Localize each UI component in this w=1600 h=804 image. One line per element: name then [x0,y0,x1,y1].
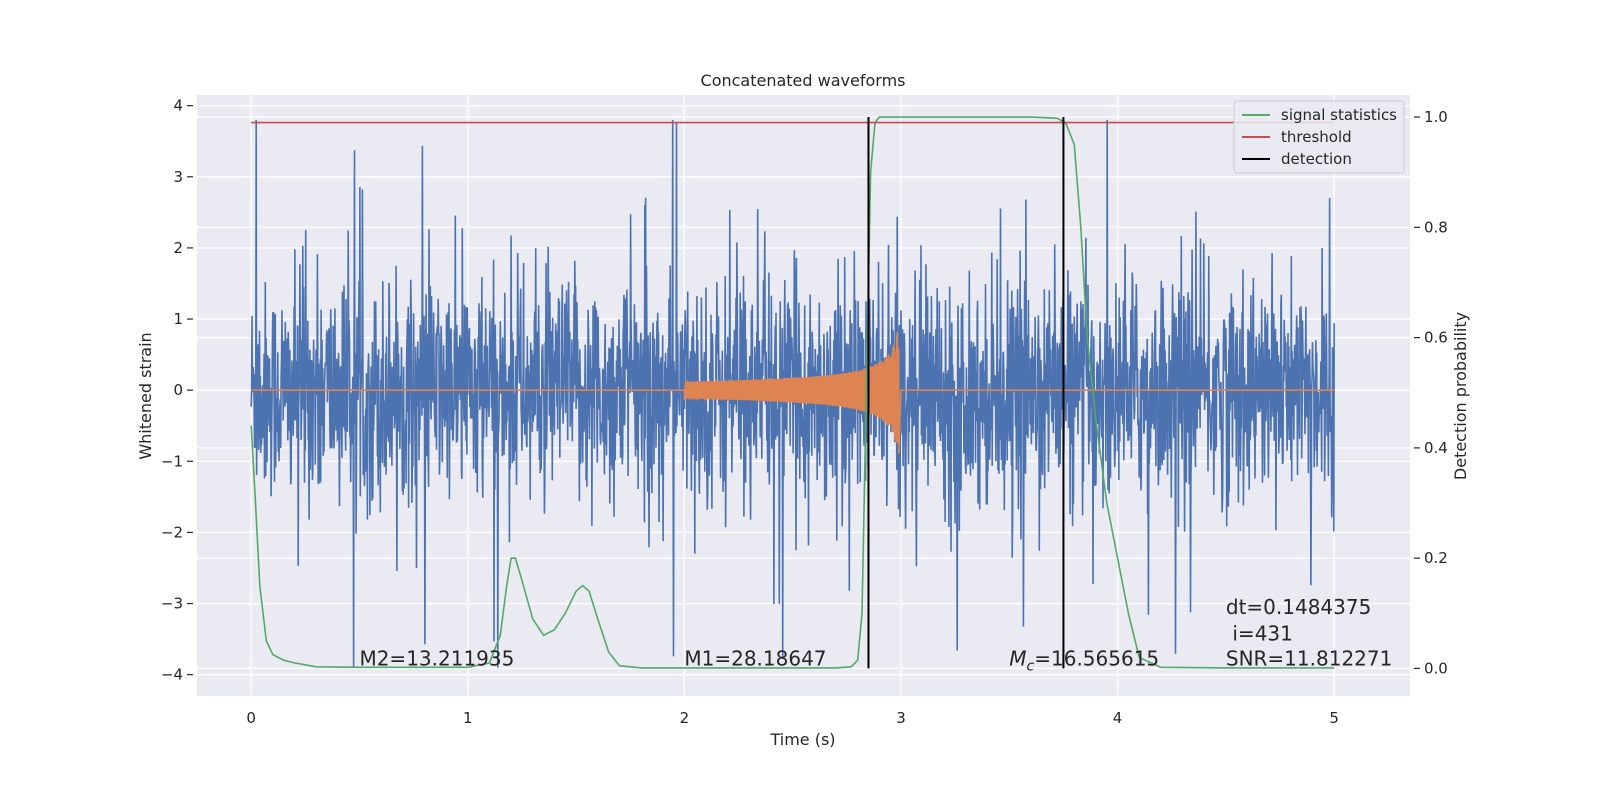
annotation-text: M1=28.18647 [684,646,826,670]
annotation-text: dt=0.1484375 [1226,595,1371,619]
legend-label: detection [1281,150,1352,168]
y-tick-label: 0 [173,381,183,399]
right-tick-label: 0.2 [1424,549,1448,567]
annotation-value: =16.565615 [1034,646,1159,670]
right-tick-label: 0.0 [1424,659,1448,677]
right-tick-label: 0.6 [1424,329,1448,347]
y-tick-label: −3 [161,595,183,613]
annotations: M2=13.211935 M1=28.18647 Mc=16.565615 dt=0.… [359,595,1392,674]
data-layer [250,116,1335,669]
annotation-text: Mc=16.565615 [1009,646,1159,674]
legend-label: signal statistics [1281,106,1397,124]
right-tick-label: 0.8 [1424,218,1448,236]
annotation-text: M2=13.211935 [359,646,514,670]
x-tick-label: 4 [1113,709,1123,727]
waveform-trace [251,332,1335,454]
x-tick-label: 1 [463,709,473,727]
signal-statistics-line [250,116,1335,669]
right-tick-label: 1.0 [1424,108,1448,126]
annotation-text: i=431 [1232,622,1293,646]
y-tick-label: −1 [161,452,183,470]
right-axis-label: Detection probability [1451,312,1470,480]
x-tick-label: 3 [896,709,906,727]
x-tick-label: 5 [1329,709,1339,727]
annotation-symbol: M [1009,646,1026,670]
x-axis-ticks: 0 1 2 3 4 5 [246,709,1339,727]
legend-label: threshold [1281,128,1352,146]
right-axis-ticks: 1.0 0.8 0.6 0.4 0.2 0.0 [1414,108,1448,677]
left-axis-ticks: 4 3 2 1 0 −1 −2 −3 −4 [161,97,193,684]
y-tick-label: −2 [161,523,183,541]
y-tick-label: 4 [173,97,183,115]
x-tick-label: 0 [246,709,256,727]
chart-title: Concatenated waveforms [701,71,906,90]
left-axis-label: Whitened strain [136,332,155,459]
x-tick-label: 2 [680,709,690,727]
x-axis-label: Time (s) [769,730,835,749]
y-tick-label: 3 [173,168,183,186]
annotation-subscript: c [1027,658,1035,674]
y-tick-label: −4 [161,666,183,684]
legend: signal statistics threshold detection [1233,100,1405,174]
detection-lines [867,117,1065,669]
y-tick-label: 2 [173,239,183,257]
legend-box [1233,100,1405,174]
y-tick-label: 1 [173,310,183,328]
right-tick-label: 0.4 [1424,439,1448,457]
annotation-text: SNR=11.812271 [1226,646,1392,670]
